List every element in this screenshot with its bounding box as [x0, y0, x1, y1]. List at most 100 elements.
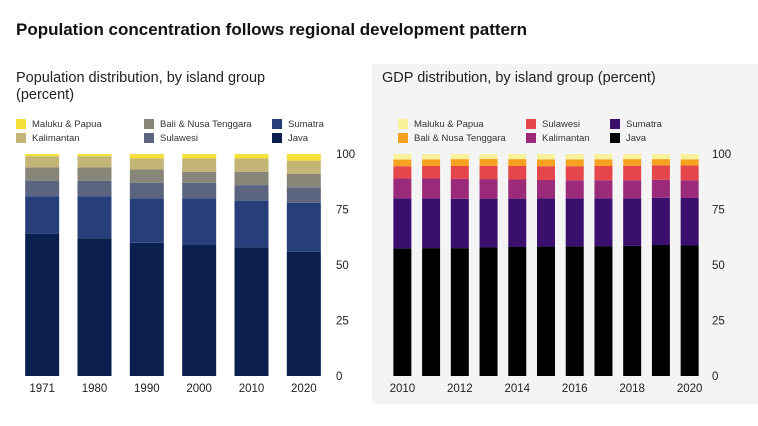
bar-segment-kalimantan-2020 — [286, 160, 321, 174]
legend-label: Sulawesi — [160, 132, 199, 144]
x-tick-label: 2018 — [619, 383, 645, 395]
bar-segment-maluku-papua-2020 — [680, 154, 699, 160]
bar-segment-java-1990 — [129, 242, 164, 376]
bar-segment-java-2012 — [450, 248, 469, 376]
legend-swatch — [610, 119, 620, 129]
bar-segment-bali-nusa-tenggara-2020 — [680, 159, 699, 166]
bar-segment-kalimantan-1971 — [25, 156, 60, 168]
legend-swatch — [398, 119, 408, 129]
bar-segment-sulawesi-2018 — [623, 165, 642, 181]
bar-segment-bali-nusa-tenggara-2011 — [422, 159, 441, 166]
bar-segment-sumatra-2018 — [623, 198, 642, 246]
bar-segment-maluku-papua-2010 — [393, 154, 412, 160]
bar-segment-sumatra-2000 — [182, 198, 217, 246]
y-tick-label: 50 — [336, 260, 349, 272]
bar-segment-sulawesi-2012 — [450, 165, 469, 179]
legend-item: Kalimantan — [16, 132, 144, 144]
bar-segment-kalimantan-2010 — [234, 158, 269, 172]
bar-segment-bali-nusa-tenggara-2017 — [594, 159, 613, 166]
bar-segment-sulawesi-2015 — [537, 166, 555, 180]
bar-segment-sulawesi-2011 — [422, 165, 441, 179]
bar-segment-sulawesi-2016 — [565, 166, 584, 181]
bar-segment-bali-nusa-tenggara-2010 — [393, 159, 412, 167]
bar-segment-java-2013 — [479, 247, 498, 376]
bar-segment-sumatra-2011 — [422, 198, 441, 249]
bar-segment-bali-nusa-tenggara-1980 — [77, 167, 112, 181]
x-tick-label: 2020 — [677, 383, 703, 395]
bar-segment-kalimantan-2018 — [623, 180, 642, 199]
y-tick-label: 100 — [712, 149, 731, 161]
y-tick-label: 25 — [712, 316, 725, 328]
bar-segment-kalimantan-1980 — [77, 156, 112, 168]
bar-segment-sumatra-2017 — [594, 198, 613, 247]
x-tick-label: 1980 — [82, 383, 108, 395]
bar-segment-java-2018 — [623, 245, 642, 376]
legend-swatch — [144, 133, 154, 143]
legend-swatch — [16, 133, 26, 143]
bar-segment-kalimantan-2010 — [393, 178, 412, 199]
population-chart-title: Population distribution, by island group… — [16, 70, 266, 103]
bar-segment-kalimantan-2013 — [479, 179, 498, 199]
bar-segment-maluku-papua-2015 — [537, 154, 555, 160]
legend-item: Sulawesi — [526, 118, 610, 130]
bar-segment-sumatra-2013 — [479, 198, 498, 248]
bar-segment-sumatra-2010 — [393, 198, 412, 249]
population-chart: 1971 1980 1990 2000 2010 2020 0 25 50 75 100 — [25, 149, 355, 395]
bar-segment-sulawesi-2013 — [479, 165, 498, 180]
legend-swatch — [16, 119, 26, 129]
legend-item: Kalimantan — [526, 132, 610, 144]
x-tick-label: 2000 — [186, 383, 212, 395]
bar-segment-maluku-papua-2018 — [623, 154, 642, 160]
bar-segment-sulawesi-2017 — [594, 165, 613, 181]
bar-segment-java-2017 — [594, 246, 613, 376]
bar-segment-kalimantan-2014 — [508, 179, 527, 199]
bar-segment-kalimantan-2015 — [537, 179, 555, 199]
legend-label: Java — [626, 132, 647, 144]
bar-segment-java-1980 — [77, 238, 112, 376]
bar-segment-java-2011 — [422, 248, 441, 376]
bar-segment-maluku-papua-2016 — [565, 154, 584, 160]
legend-label: Bali & Nusa Tenggara — [160, 118, 252, 130]
bar-segment-java-2016 — [565, 246, 584, 376]
gdp-chart: 2010 2012 2014 2016 2018 2020 0 25 50 75 100 — [390, 149, 732, 395]
bar-segment-sumatra-2019 — [651, 197, 670, 246]
bar-segment-kalimantan-2019 — [651, 179, 670, 198]
legend-label: Sulawesi — [542, 118, 581, 130]
bar-segment-maluku-papua-1971 — [25, 154, 60, 157]
legend-item: Maluku & Papua — [16, 118, 144, 130]
bar-segment-kalimantan-2012 — [450, 178, 469, 199]
y-tick-label: 75 — [712, 205, 725, 217]
bar-segment-sulawesi-2000 — [182, 182, 217, 199]
y-tick-label: 25 — [336, 316, 349, 328]
bar-segment-sumatra-2020 — [286, 202, 321, 252]
bar-segment-java-2019 — [651, 245, 670, 376]
bar-segment-java-2014 — [508, 247, 527, 376]
legend-swatch — [272, 119, 282, 129]
x-tick-label: 2012 — [447, 383, 473, 395]
page-title: Population concentration follows regiona… — [16, 20, 527, 39]
x-tick-label: 2016 — [562, 383, 588, 395]
bar-segment-kalimantan-1990 — [129, 158, 164, 170]
bar-segment-java-1971 — [25, 233, 60, 376]
bar-segment-java-2010 — [393, 248, 412, 376]
legend-item: Bali & Nusa Tenggara — [144, 118, 272, 130]
gdp-legend: Maluku & Papua Bali & Nusa Tenggara Sulawe… — [398, 118, 710, 144]
bar-segment-bali-nusa-tenggara-2020 — [286, 173, 321, 188]
bar-segment-maluku-papua-1990 — [129, 154, 164, 159]
x-tick-label: 2010 — [390, 383, 416, 395]
bar-segment-sulawesi-1980 — [77, 180, 112, 197]
y-tick-label: 0 — [712, 371, 718, 383]
legend-label: Maluku & Papua — [32, 118, 102, 130]
legend-swatch — [144, 119, 154, 129]
bar-segment-maluku-papua-2011 — [422, 154, 441, 160]
legend-label: Kalimantan — [542, 132, 590, 144]
bar-segment-sumatra-1971 — [25, 196, 60, 234]
legend-label: Sumatra — [288, 118, 324, 130]
legend-swatch — [610, 133, 620, 143]
legend-swatch — [526, 133, 536, 143]
legend-item: Sulawesi — [144, 132, 272, 144]
bar-segment-maluku-papua-2014 — [508, 154, 527, 160]
x-tick-label: 2010 — [239, 383, 265, 395]
bar-segment-bali-nusa-tenggara-2012 — [450, 159, 469, 166]
bar-segment-sumatra-1990 — [129, 198, 164, 243]
